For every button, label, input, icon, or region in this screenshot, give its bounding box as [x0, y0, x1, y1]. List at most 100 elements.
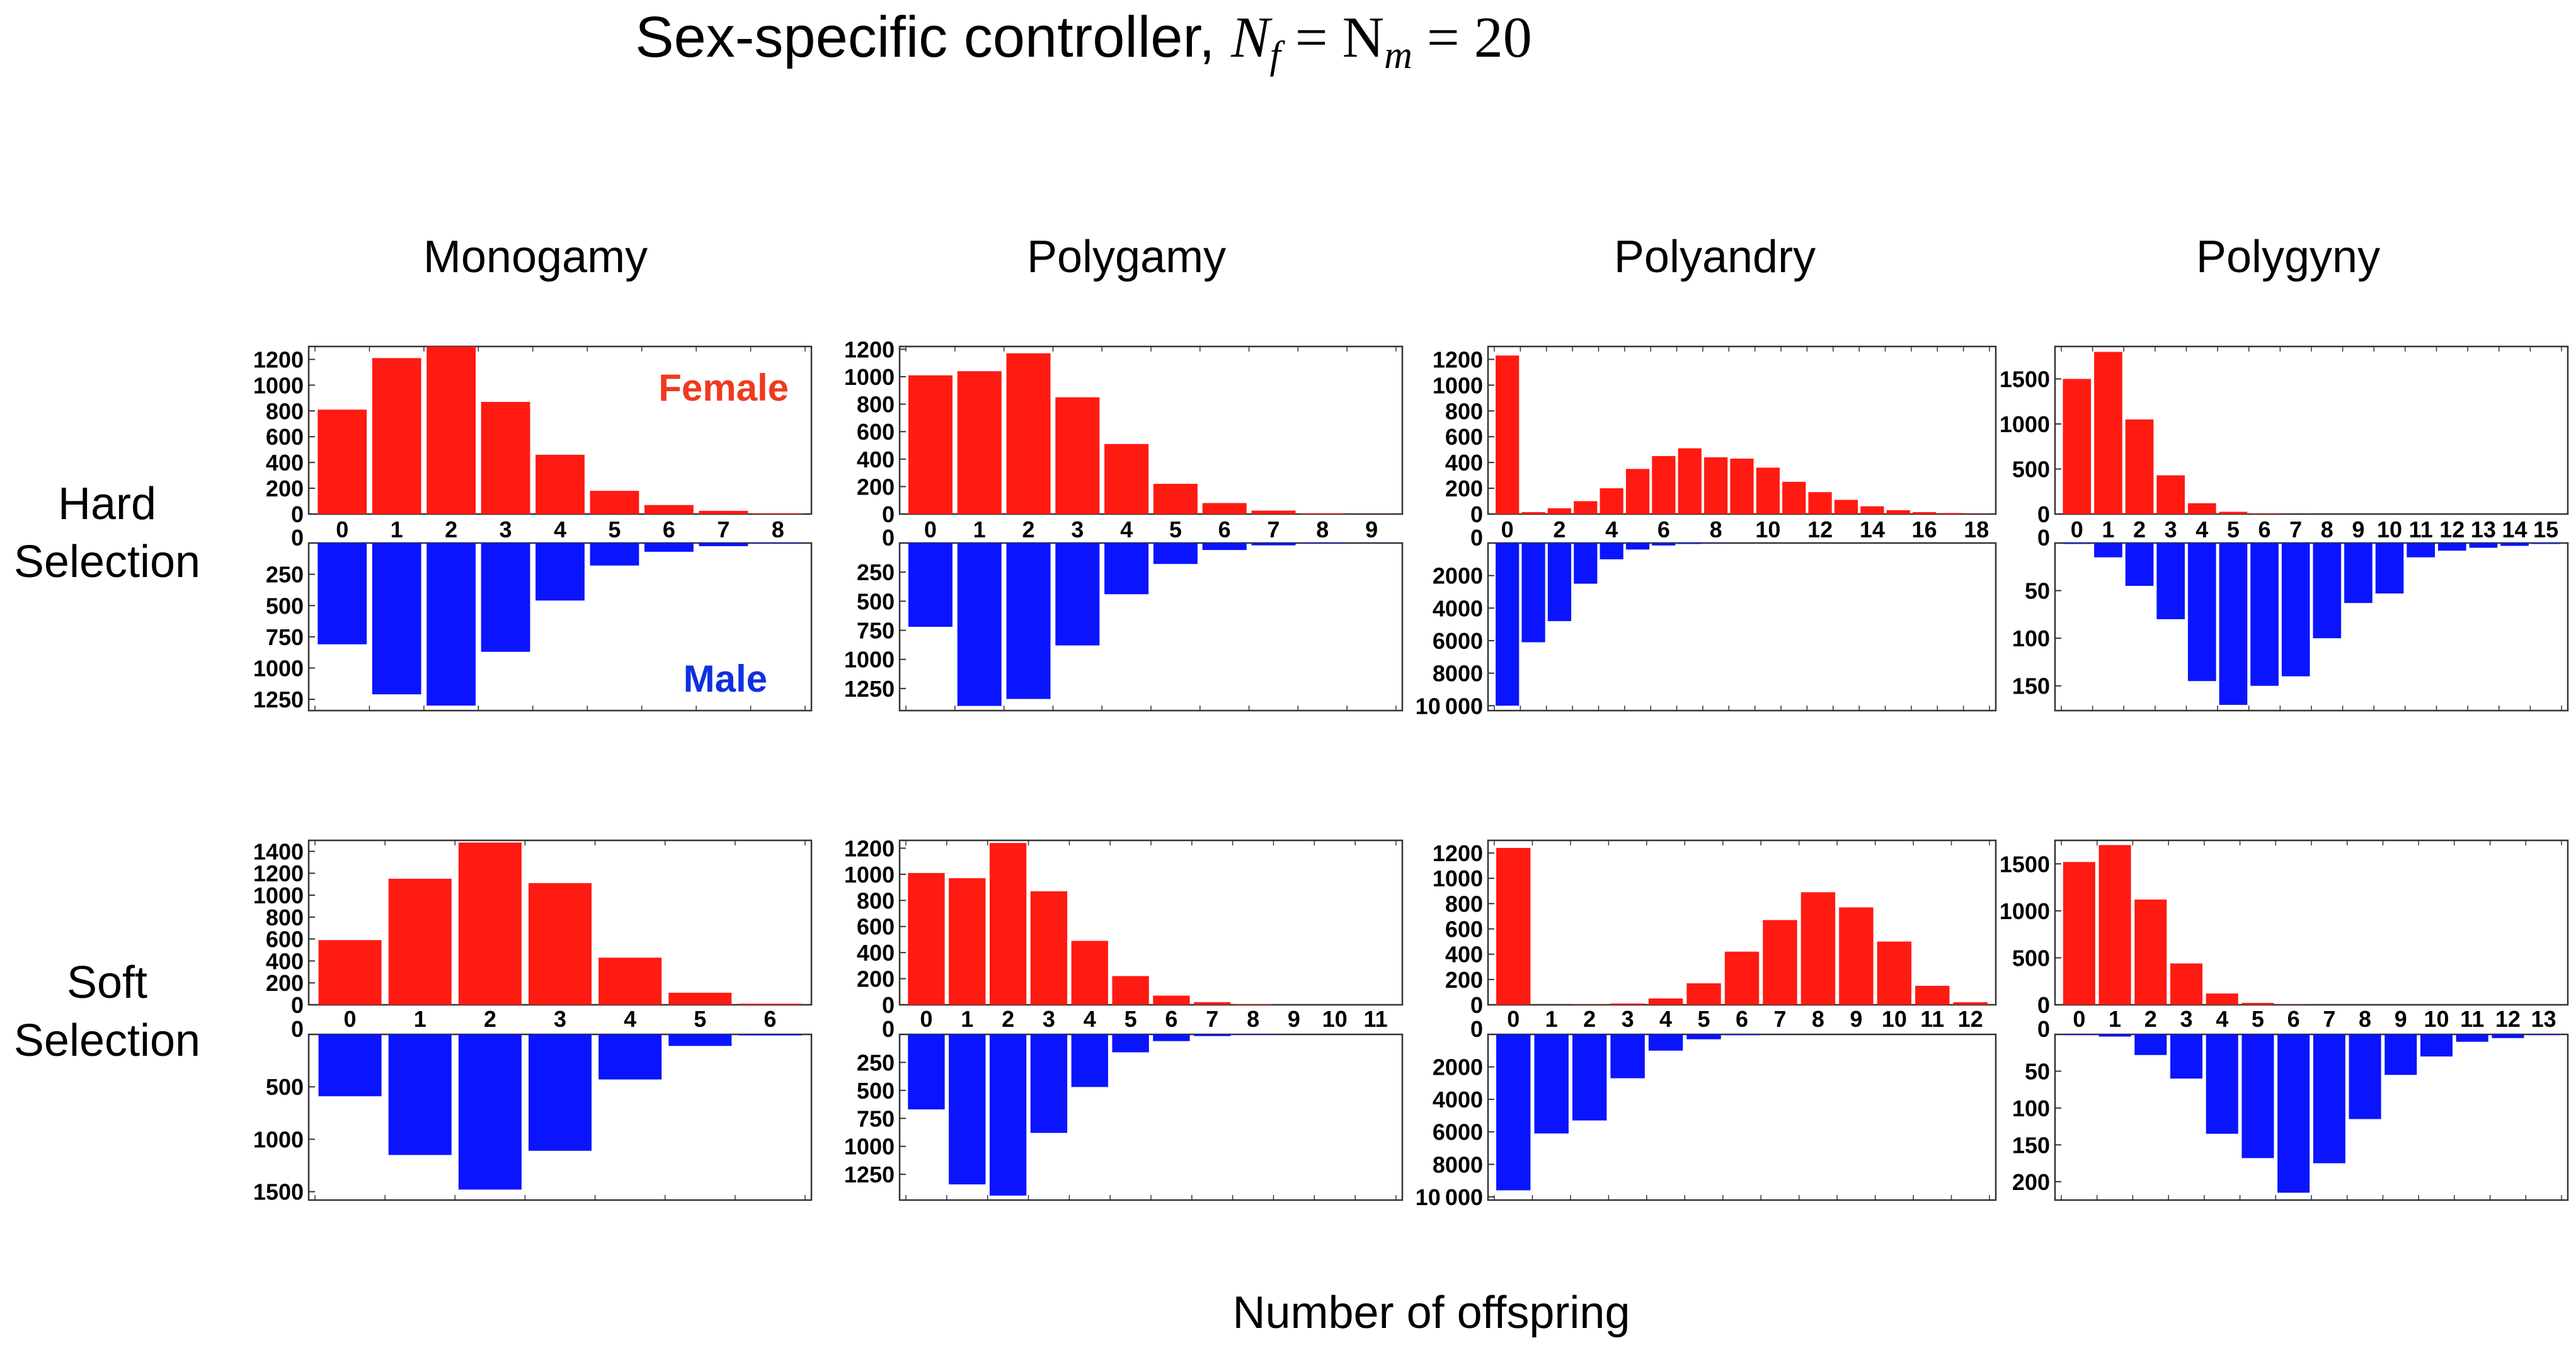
male-bar: [528, 1034, 592, 1151]
y-tick-label: 1000: [2000, 411, 2050, 437]
male-bar: [1071, 1034, 1108, 1087]
y-tick-label: 250: [266, 562, 304, 588]
x-tick-label: 5: [608, 517, 621, 542]
y-tick-label: 400: [1445, 942, 1483, 968]
female-bar: [738, 1004, 802, 1005]
x-tick-label: 3: [500, 517, 512, 542]
x-tick-label: 2: [2144, 1006, 2157, 1032]
x-tick-label: 14: [1860, 517, 1885, 542]
x-tick-label: 9: [2395, 1006, 2407, 1032]
x-tick-label: 7: [717, 517, 730, 542]
female-bar: [644, 505, 694, 514]
y-tick-label: 600: [857, 419, 895, 445]
female-bar: [989, 843, 1027, 1005]
y-tick-label: 200: [266, 476, 304, 501]
y-tick-label: 400: [266, 450, 304, 476]
male-bar: [1625, 543, 1650, 550]
male-bar: [1547, 543, 1572, 621]
female-bar: [957, 371, 1002, 514]
y-tick-label: 8000: [1433, 661, 1483, 687]
x-tick-label: 4: [2195, 517, 2208, 542]
x-tick-label: 0: [344, 1006, 357, 1032]
y-tick-label: 400: [266, 948, 304, 974]
y-tick-label: 500: [857, 1078, 895, 1104]
male-bar: [318, 1034, 382, 1097]
y-tick-label: 200: [266, 970, 304, 996]
male-bar: [2407, 543, 2436, 558]
female-bar: [2125, 419, 2154, 514]
x-tick-label: 0: [2071, 517, 2083, 542]
y-tick-label: 250: [857, 1050, 895, 1075]
male-bar: [2500, 543, 2529, 546]
male-bar: [668, 1034, 732, 1046]
female-bar: [1953, 1002, 1988, 1005]
x-tick-label: 9: [1288, 1006, 1300, 1032]
female-bar: [1251, 510, 1296, 514]
y-tick-label: 600: [266, 927, 304, 952]
x-tick-label: 15: [2533, 517, 2558, 542]
female-bar: [1300, 513, 1345, 514]
y-tick-label: 600: [1445, 917, 1483, 942]
x-tick-label: 5: [2252, 1006, 2264, 1032]
male-bar: [2469, 543, 2498, 548]
x-tick-label: 8: [1812, 1006, 1824, 1032]
x-tick-label: 7: [2289, 517, 2302, 542]
female-bar: [1547, 508, 1572, 514]
x-tick-label: 11: [2409, 517, 2433, 542]
y-tick-label: 0: [291, 525, 304, 551]
male-bar: [2170, 1034, 2203, 1079]
female-bar: [1006, 353, 1051, 514]
male-bar: [957, 543, 1002, 706]
female-bar: [949, 878, 986, 1005]
x-tick-label: 6: [1165, 1006, 1177, 1032]
y-tick-label: 600: [857, 914, 895, 940]
row-label-soft-line2: Selection: [14, 1015, 200, 1066]
x-tick-label: 3: [1622, 1006, 1634, 1032]
x-tick-label: 1: [414, 1006, 426, 1032]
female-bar: [1234, 1004, 1272, 1005]
y-tick-label: 1000: [2000, 898, 2050, 924]
male-bar: [388, 1034, 452, 1155]
x-tick-label: 6: [2287, 1006, 2300, 1032]
male-bar: [1521, 543, 1545, 643]
female-bar: [1860, 506, 1884, 514]
female-bar: [1104, 443, 1149, 514]
female-bar: [1652, 455, 1676, 514]
y-tick-label: 500: [2012, 945, 2050, 971]
y-tick-label: 800: [857, 392, 895, 418]
male-bar: [2156, 543, 2185, 619]
x-tick-label: 4: [554, 517, 566, 542]
male-bar: [535, 543, 585, 601]
x-tick-label: 2: [1002, 1006, 1014, 1032]
x-tick-label: 6: [1218, 517, 1231, 542]
male-bar: [2219, 543, 2248, 705]
male-bar: [2098, 1034, 2131, 1037]
y-tick-label: 150: [2012, 1132, 2050, 1158]
x-tick-label: 13: [2471, 517, 2496, 542]
x-tick-label: 9: [1850, 1006, 1862, 1032]
male-bar: [1251, 543, 1296, 546]
x-tick-label: 8: [1247, 1006, 1259, 1032]
x-tick-label: 10: [2377, 517, 2402, 542]
female-bar: [1625, 469, 1650, 514]
female-bar: [2206, 993, 2238, 1005]
male-bar: [2125, 543, 2154, 586]
y-tick-label: 1000: [844, 1134, 895, 1160]
male-bar: [458, 1034, 522, 1190]
male-bar: [2456, 1034, 2488, 1042]
y-tick-label: 500: [266, 1074, 304, 1100]
x-tick-label: 10: [2424, 1006, 2449, 1032]
x-tick-label: 0: [920, 1006, 932, 1032]
male-bar: [372, 543, 421, 695]
male-bar: [2313, 1034, 2345, 1164]
x-tick-label: 12: [1958, 1006, 1983, 1032]
female-bar: [1055, 397, 1100, 514]
female-bar: [1648, 998, 1683, 1005]
male-bar: [1574, 543, 1598, 584]
x-tick-label: 2: [484, 1006, 496, 1032]
male-bar: [2384, 1034, 2417, 1075]
column-title-polygyny: Polygyny: [2196, 232, 2380, 282]
